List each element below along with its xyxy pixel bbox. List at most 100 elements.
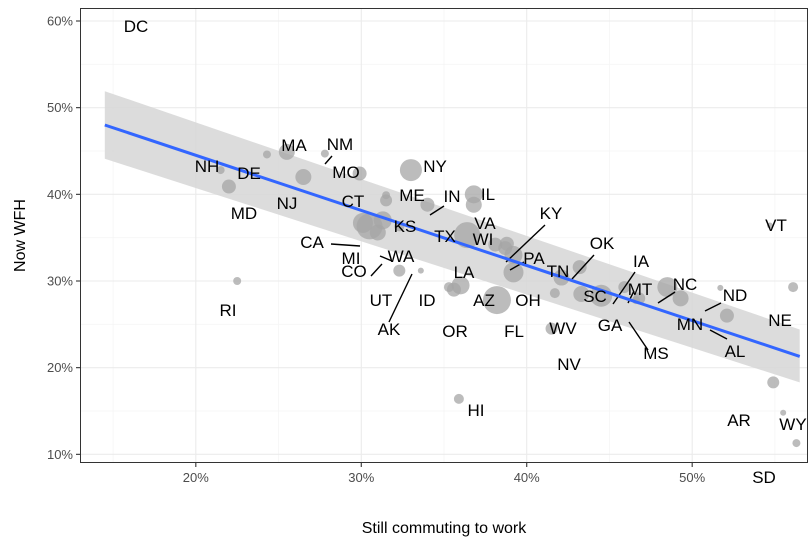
data-point-wv [549,288,560,299]
axes-layer: 20% 30% 40% 50% 10% 20% 30% 40% 50% 60% [47,14,706,486]
state-label-ms: MS [643,344,669,363]
leader-line-nc [657,291,676,304]
state-label-la: LA [454,263,475,282]
state-label-in: IN [444,187,461,206]
data-point-nc [657,277,678,298]
state-label-pa: PA [523,249,545,268]
leader-line-co [370,263,383,277]
y-tick-label: 60% [47,14,73,29]
x-tick-label: 20% [183,470,209,485]
state-label-id: ID [419,291,436,310]
leader-line-ak [388,273,413,323]
y-tick-label: 50% [47,100,73,115]
data-point-mo [352,166,367,181]
state-label-ca: CA [300,233,324,252]
state-label-hi: HI [468,401,485,420]
data-point-ga [590,284,613,307]
state-label-ga: GA [598,316,623,335]
confidence-band [104,91,800,383]
state-label-mn: MN [677,315,703,334]
state-label-ct: CT [342,192,365,211]
state-label-va: VA [474,214,496,233]
data-point-ar [767,376,780,389]
leader-line-ms [628,321,649,351]
state-label-or: OR [442,322,468,341]
leader-line-ok [571,254,595,280]
y-tick-label: 40% [47,187,73,202]
data-point-ri [233,277,242,285]
data-point-wy [780,409,787,416]
data-point-ne [788,282,799,293]
data-point-nj [295,169,312,185]
data-point-fl [482,286,511,315]
state-label-nj: NJ [277,194,298,213]
data-point-md [221,179,236,194]
data-point-nh [216,166,225,175]
state-label-az: AZ [473,291,495,310]
data-point-hi [453,393,464,404]
state-label-wv: WV [549,319,577,338]
state-label-fl: FL [504,322,524,341]
state-label-ma: MA [281,136,307,155]
state-label-oh: OH [515,291,541,310]
state-label-tx: TX [434,227,456,246]
state-label-ok: OK [590,234,615,253]
leader-line-nm [324,155,333,165]
data-point-sd [792,439,801,448]
state-label-sc: SC [583,287,607,306]
data-point-nd [717,284,724,291]
points-layer [216,143,801,448]
state-label-ky: KY [540,204,563,223]
x-axis-title: Still commuting to work [362,520,527,537]
leader-line-wa [379,255,393,262]
data-point-nv [545,322,558,335]
data-point-ut [393,264,406,277]
state-label-il: IL [481,185,495,204]
y-tick-label: 20% [47,360,73,375]
state-label-wa: WA [388,247,415,266]
state-label-ar: AR [727,411,751,430]
state-label-tn: TN [547,262,570,281]
data-point-ma [278,143,295,160]
y-tick-label: 30% [47,274,73,289]
state-label-mi: MI [342,249,361,268]
y-tick-label: 10% [47,447,73,462]
panel-border [80,8,808,463]
state-label-de: DE [237,164,261,183]
state-label-ne: NE [768,311,792,330]
leader-line-nd [704,302,722,312]
leader-lines-layer [324,155,728,351]
state-label-ri: RI [220,301,237,320]
x-tick-label: 50% [679,470,705,485]
leader-line-mn [709,329,728,340]
confidence-band-layer [104,91,800,383]
regression-line [104,123,801,358]
x-tick-label: 30% [348,470,374,485]
y-axis-title: Now WFH [12,199,29,272]
data-point-sc [573,286,590,302]
state-label-nc: NC [673,275,698,294]
state-label-mo: MO [332,163,359,182]
state-label-vt: VT [765,216,787,235]
data-point-tx [454,222,481,249]
state-label-wy: WY [779,415,806,434]
state-label-nd: ND [723,286,748,305]
regression-line-layer [104,123,801,358]
data-point-me [382,191,391,200]
data-point-la [488,237,503,252]
leader-line-in [429,205,445,216]
data-point-vt [766,222,773,229]
data-point-ny [399,159,422,182]
state-label-ks: KS [394,217,417,236]
data-point-de [262,150,271,159]
state-label-ia: IA [633,252,650,271]
state-label-nh: NH [195,157,220,176]
state-label-nv: NV [557,355,581,374]
state-label-sd: SD [752,468,776,487]
data-point-or [446,282,461,297]
state-label-md: MD [231,204,257,223]
leader-line-ky [505,224,546,263]
state-label-al: AL [725,342,746,361]
